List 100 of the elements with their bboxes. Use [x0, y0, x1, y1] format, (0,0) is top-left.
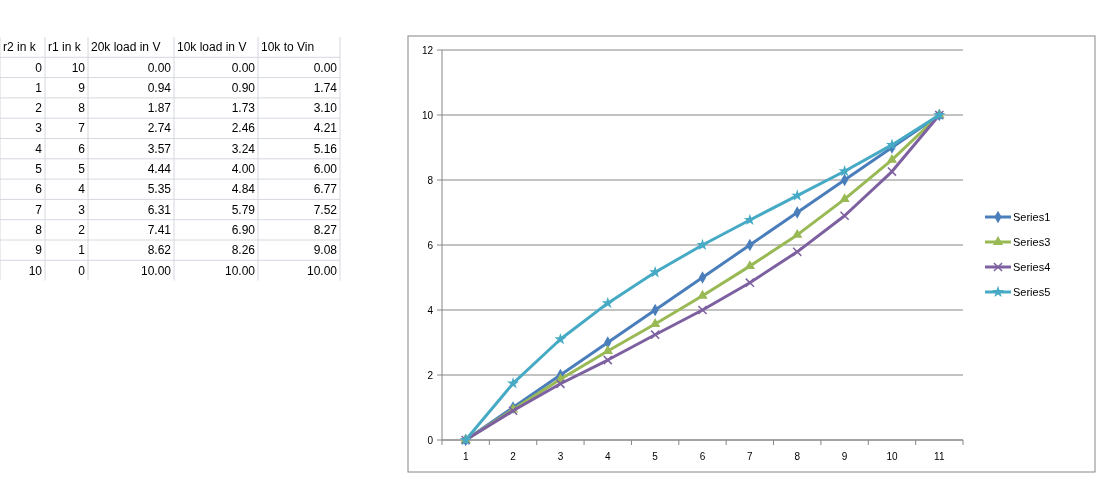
data-label: 9.08	[313, 243, 338, 258]
data-label: 5	[78, 162, 86, 177]
point	[601, 296, 614, 309]
point	[745, 277, 755, 288]
point	[697, 305, 708, 315]
data-label: 0.00	[313, 60, 338, 75]
data-label: 0.00	[231, 60, 256, 75]
data-label: 7	[35, 202, 43, 217]
data-label: 5.16	[313, 141, 338, 156]
y-tick-label: 0	[427, 435, 434, 446]
data-label: 8.26	[231, 243, 256, 258]
data-label: 6.00	[313, 162, 338, 177]
data-label: 3	[78, 202, 86, 217]
x-tick-label: 7	[747, 451, 754, 462]
x-tick-label: 6	[699, 451, 706, 462]
x-tick-label: 4	[604, 451, 611, 462]
point	[696, 238, 709, 251]
category-label: r1 in k	[48, 40, 82, 55]
legend-label: Series1	[1013, 211, 1051, 223]
category-label: r2 in k	[3, 40, 37, 55]
x-tick-label: 3	[557, 451, 564, 462]
point	[886, 153, 898, 163]
point	[554, 332, 567, 345]
point	[792, 247, 803, 257]
data-label: 5	[35, 162, 43, 177]
data-label: 6	[35, 182, 43, 197]
data-label: 3	[35, 121, 43, 136]
x-tick-label: 9	[841, 451, 848, 462]
legend-label: Series3	[1013, 236, 1051, 248]
data-label: 10	[71, 60, 86, 75]
point	[791, 189, 804, 201]
x-tick-label: 10	[886, 451, 898, 462]
x-tick-label: 2	[510, 451, 517, 462]
point	[650, 318, 661, 327]
data-label: 1.87	[147, 101, 172, 116]
legend-label: Series5	[1013, 286, 1051, 298]
data-label: 6.31	[147, 202, 172, 217]
data-label: 4	[35, 141, 43, 156]
data-label: 2.74	[147, 121, 172, 136]
data-label: 9	[78, 80, 86, 95]
data-label: 7.52	[313, 202, 338, 217]
point	[839, 193, 850, 203]
legend-label: Series4	[1013, 261, 1051, 273]
y-tick-label: 4	[427, 305, 434, 316]
data-label: 6.90	[231, 222, 256, 237]
data-label: 8.27	[313, 222, 338, 237]
point	[650, 329, 660, 340]
data-label: 4	[78, 182, 86, 197]
data-label: 3.10	[313, 101, 338, 116]
x-tick-label: 5	[652, 451, 659, 462]
data-label: 7	[78, 121, 86, 136]
point	[838, 164, 851, 177]
data-label: 7.41	[147, 222, 172, 237]
data-label: 1.73	[231, 101, 256, 116]
data-label: 0	[78, 263, 86, 278]
data-label: 9	[35, 243, 43, 258]
data-label: 10.00	[306, 263, 338, 278]
data-label: 0.00	[147, 60, 172, 75]
y-tick-label: 8	[427, 175, 434, 186]
data-label: 5.35	[147, 182, 172, 197]
data-label: 4.84	[231, 182, 256, 197]
data-label: 4.21	[313, 121, 338, 136]
data-label: 6	[78, 141, 86, 156]
data-label: 4.44	[147, 162, 172, 177]
point	[839, 210, 850, 221]
data-label: 8.62	[147, 243, 172, 258]
point	[507, 377, 520, 389]
category-label: 20k load in V	[91, 40, 161, 55]
data-label: 1	[35, 80, 43, 95]
point	[602, 355, 613, 365]
data-label: 3.24	[231, 141, 256, 156]
data-label: 10	[28, 263, 43, 278]
data-label: 10.00	[224, 263, 256, 278]
y-tick-label: 2	[427, 370, 434, 381]
data-label: 2	[78, 222, 86, 237]
data-label: 10.00	[140, 263, 172, 278]
data-label: 0	[35, 60, 43, 75]
x-tick-label: 8	[794, 451, 801, 462]
data-label: 8	[35, 222, 43, 237]
data-label: 5.79	[231, 202, 256, 217]
y-tick-label: 6	[427, 240, 434, 251]
point	[792, 229, 803, 238]
data-label: 8	[78, 101, 86, 116]
point	[743, 213, 756, 226]
data-label: 3.57	[147, 141, 172, 156]
data-label: 2	[35, 101, 43, 116]
y-tick-label: 10	[421, 110, 434, 121]
data-label: 6.77	[313, 182, 338, 197]
data-label: 1	[78, 243, 86, 258]
x-tick-label: 11	[934, 451, 945, 462]
data-label: 2.46	[231, 121, 256, 136]
data-label: 0.90	[231, 80, 256, 95]
category-label: 10k to Vin	[261, 40, 315, 55]
data-label: 0.94	[147, 80, 172, 95]
y-tick-label: 12	[421, 45, 434, 56]
point	[887, 166, 897, 177]
point	[649, 265, 662, 278]
point	[555, 378, 566, 389]
point	[697, 289, 708, 299]
data-label: 4.00	[231, 162, 256, 177]
